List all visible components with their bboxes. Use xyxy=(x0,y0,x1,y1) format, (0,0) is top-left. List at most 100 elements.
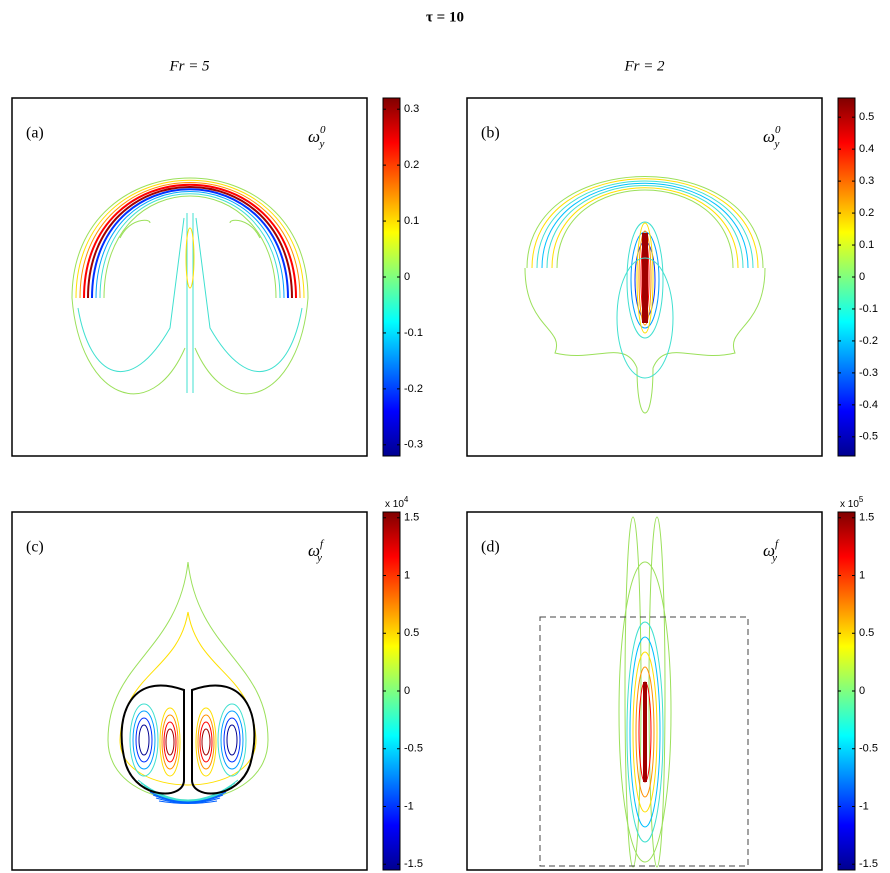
colorbar-tick-label: 0.1 xyxy=(404,215,419,227)
column-title: Fr = 5 xyxy=(168,58,210,74)
contour-line xyxy=(636,222,654,334)
subscript: y xyxy=(316,552,322,564)
exponent: 4 xyxy=(404,495,409,504)
colorbar-tick-label: 0.5 xyxy=(859,111,874,123)
contour-line xyxy=(632,651,658,813)
contour-line xyxy=(163,721,177,763)
colorbar-tick-label: -1.5 xyxy=(859,858,878,870)
plot-frame xyxy=(11,97,368,457)
panel-label: (d) xyxy=(481,539,500,556)
panel: (d) ωf y-1.5-1-0.500.511.5x 105 xyxy=(466,495,878,871)
contour-line xyxy=(531,178,759,269)
contour-line xyxy=(626,621,664,843)
subscript: y xyxy=(774,138,780,150)
figure-title: τ = 10 xyxy=(426,9,464,25)
contour-line xyxy=(626,221,664,339)
quantity-label: ωf y xyxy=(308,538,325,564)
quantity-label: ωf y xyxy=(763,538,780,564)
superscript: f xyxy=(320,538,325,550)
multiplier: x 10 xyxy=(840,499,859,510)
superscript: 0 xyxy=(320,124,326,136)
subscript: y xyxy=(319,138,325,150)
colorbar-tick-label: 0.5 xyxy=(404,627,419,639)
colorbar-tick-label: 1.5 xyxy=(859,512,874,524)
contour-line xyxy=(199,721,213,763)
contour-line xyxy=(536,180,754,269)
panel: (b) ω0 y-0.5-0.4-0.3-0.2-0.100.10.20.30.40… xyxy=(466,97,878,457)
contour-line xyxy=(223,717,241,763)
contour-line xyxy=(152,794,224,803)
contour-line xyxy=(191,684,256,795)
colorbar-tick-label: 0.4 xyxy=(859,143,874,155)
colorbar-tick-label: -1.5 xyxy=(404,858,423,870)
contour-line xyxy=(541,182,749,269)
colorbar-tick-label: -0.3 xyxy=(859,367,878,379)
colorbar-tick-label: -0.5 xyxy=(859,431,878,443)
contour-line xyxy=(161,714,179,770)
contour-line xyxy=(119,611,257,786)
contour-line xyxy=(159,707,181,777)
colorbar-tick-label: 0 xyxy=(404,685,410,697)
colorbar-tick-label: -1 xyxy=(859,800,869,812)
panel-label: (b) xyxy=(481,125,500,142)
contour-line xyxy=(185,227,195,289)
contour-line xyxy=(226,724,238,756)
colorbar-tick-label: 0 xyxy=(859,685,865,697)
multiplier: x 10 xyxy=(385,499,404,510)
contour-line xyxy=(195,217,303,372)
quantity-label: ω0 y xyxy=(763,124,781,150)
colorbar-tick-label: 1 xyxy=(404,569,410,581)
colorbar-tick-label: 0.1 xyxy=(859,239,874,251)
contour-line xyxy=(129,703,159,777)
contour-line xyxy=(158,800,218,804)
panel-label: (c) xyxy=(26,539,44,556)
contour-line xyxy=(140,782,236,801)
superscript: f xyxy=(775,538,780,550)
colorbar-tick-label: 0 xyxy=(404,271,410,283)
colorbar-tick-label: 0.3 xyxy=(859,175,874,187)
colorbar-tick-label: -0.2 xyxy=(404,383,423,395)
contour-line xyxy=(638,230,652,326)
colorbar-tick-label: -0.1 xyxy=(404,327,423,339)
contour-line xyxy=(556,189,734,269)
quantity-label: ω0 y xyxy=(308,124,326,150)
contour-line xyxy=(630,231,660,329)
contour-line xyxy=(220,710,244,770)
column-title: Fr = 2 xyxy=(623,58,665,74)
contour-fill xyxy=(642,233,648,323)
contour-line xyxy=(75,179,305,299)
contour-line xyxy=(201,728,211,756)
symbol: ω xyxy=(308,127,320,146)
contour-line xyxy=(103,195,277,299)
contour-line xyxy=(524,267,766,414)
contour-line xyxy=(618,561,672,863)
colorbar-tick-label: -0.5 xyxy=(404,743,423,755)
panel-label: (a) xyxy=(26,125,44,142)
colorbar-tick-label: 0.2 xyxy=(859,207,874,219)
contour-line xyxy=(546,185,744,269)
symbol: ω xyxy=(763,127,775,146)
colorbar-tick-label: 0 xyxy=(859,271,865,283)
contour-line xyxy=(91,188,289,299)
contour-line xyxy=(132,710,156,770)
exponent: 5 xyxy=(859,495,864,504)
symbol: ω xyxy=(763,541,775,560)
plot-frame xyxy=(11,511,368,871)
colorbar-multiplier: x 104 xyxy=(385,495,409,510)
contour-line xyxy=(635,666,655,798)
contour-line xyxy=(119,219,151,239)
contour-line xyxy=(87,186,293,299)
colorbar-tick-label: 1.5 xyxy=(404,512,419,524)
contour-line xyxy=(195,707,217,777)
contour-line xyxy=(71,297,186,395)
contour-line xyxy=(155,797,221,804)
contour-line xyxy=(83,183,297,299)
symbol: ω xyxy=(308,541,320,560)
contour-line xyxy=(71,177,309,299)
contour-line xyxy=(194,297,309,395)
panel: (a) ω0 y-0.3-0.2-0.100.10.20.3 xyxy=(11,97,423,457)
colorbar-tick-label: -1 xyxy=(404,800,414,812)
colorbar-tick-label: -0.4 xyxy=(859,399,878,411)
zoom-box xyxy=(539,616,749,867)
